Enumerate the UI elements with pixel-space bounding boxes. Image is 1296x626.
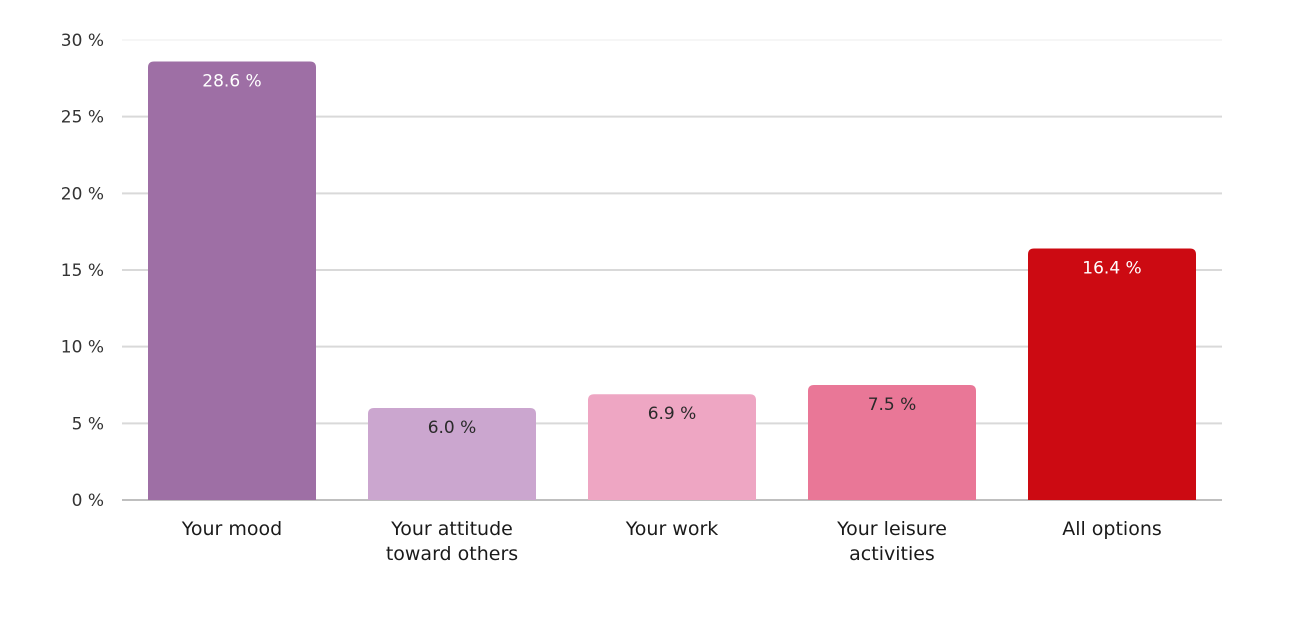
y-tick-label: 25 % [61,108,104,128]
x-tick-label: Your work [625,518,719,540]
y-tick-label: 30 % [61,31,104,51]
bar [588,394,756,500]
y-tick-label: 15 % [61,261,104,281]
x-tick-label: All options [1062,518,1162,540]
data-label: 6.9 % [648,404,697,424]
y-axis: 0 % 5 % 10 % 15 % 20 % 25 % 30 % [61,31,104,511]
bar [1028,248,1196,500]
y-tick-label: 0 % [72,491,104,511]
y-tick-label: 20 % [61,184,104,204]
y-tick-label: 10 % [61,338,104,358]
x-axis: Your mood Your attitude toward others Your … [181,518,1162,565]
x-tick-label: Your attitude toward others [386,518,518,565]
y-tick-label: 5 % [72,414,104,434]
data-label: 16.4 % [1082,259,1141,279]
data-label: 7.5 % [868,395,917,415]
x-tick-label: Your mood [181,518,282,540]
bars: 28.6 % 6.0 % 6.9 % 7.5 % 16.4 % [148,61,1196,500]
bar [148,61,316,500]
bar [368,408,536,500]
x-tick-label: Your leisure activities [836,518,947,565]
bar [808,385,976,500]
data-label: 6.0 % [428,418,477,438]
data-label: 28.6 % [202,71,261,91]
